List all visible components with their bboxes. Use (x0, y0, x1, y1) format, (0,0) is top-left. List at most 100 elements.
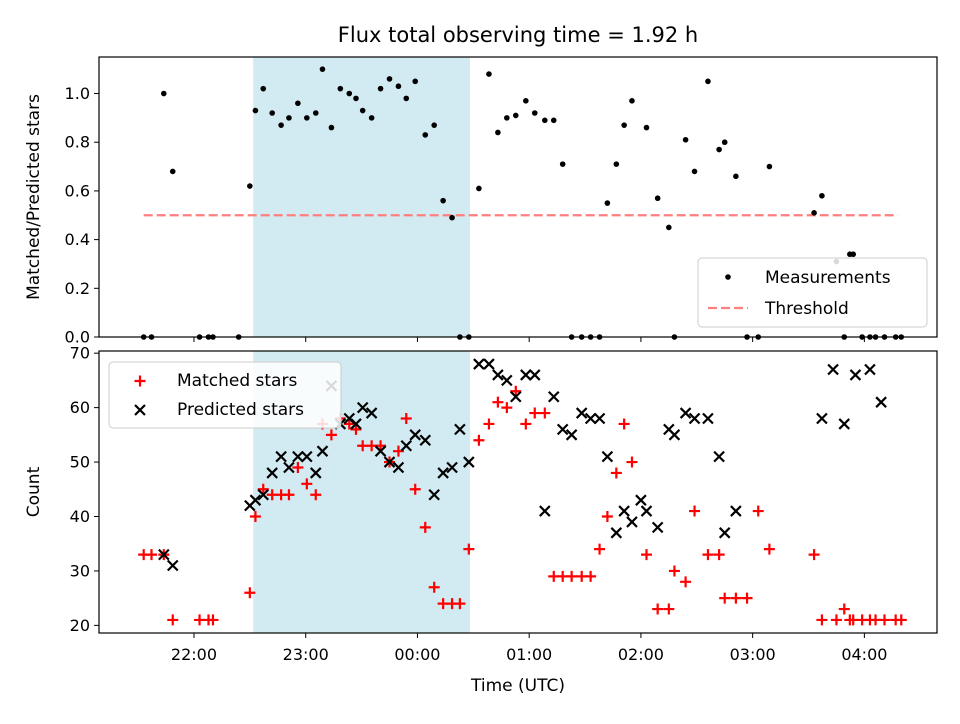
data-point (454, 598, 466, 610)
series-layer (138, 358, 907, 626)
data-point (849, 369, 862, 381)
x-tick-label: 03:00 (730, 645, 776, 664)
y-tick-label: 0.8 (65, 133, 90, 152)
y-tick-label: 1.0 (65, 84, 90, 103)
data-point (718, 527, 731, 539)
data-point (689, 505, 701, 517)
data-point (550, 117, 557, 124)
data-point (383, 456, 396, 468)
data-point (375, 440, 387, 452)
legend-box (697, 257, 928, 328)
data-point (691, 168, 698, 175)
data-point (713, 549, 725, 561)
data-point (419, 521, 431, 533)
data-point (437, 467, 449, 479)
data-point (422, 132, 429, 138)
data-point (766, 163, 773, 170)
data-point (895, 614, 907, 626)
y-tick-label: 0.0 (65, 328, 90, 347)
data-point (719, 592, 731, 604)
data-point (668, 565, 680, 577)
y-axis-label: Count (24, 466, 44, 517)
data-point (283, 489, 295, 501)
data-point (547, 390, 560, 403)
count-panel: 20 30 40 50 60 70 22:00 23:00 00:00 01:00 02:00 03:… (24, 344, 938, 664)
data-point (368, 115, 375, 121)
data-point (266, 467, 278, 479)
data-point (146, 549, 158, 561)
data-point (374, 445, 387, 457)
legend-marker-measurements (725, 274, 731, 280)
data-point (454, 423, 466, 436)
data-point (161, 90, 167, 97)
data-point (565, 429, 578, 441)
data-point (247, 183, 253, 189)
data-point (428, 581, 440, 593)
y-tick-label: 20 (70, 616, 90, 635)
legend-box (108, 361, 342, 429)
data-point (463, 456, 475, 468)
data-point (446, 461, 458, 474)
data-point (539, 505, 551, 517)
legend-marker-matched (134, 375, 146, 387)
data-point (501, 402, 513, 414)
data-point (269, 110, 275, 116)
data-point (486, 71, 492, 77)
data-point (495, 129, 501, 136)
data-point (666, 224, 672, 231)
data-point (539, 407, 551, 419)
y-axis-label: Matched/Predicted stars (24, 94, 44, 300)
data-point (501, 374, 513, 387)
data-point (640, 549, 652, 561)
data-point (601, 510, 613, 522)
data-point (613, 161, 620, 167)
x-tick-label: 23:00 (283, 645, 329, 664)
data-point (702, 412, 714, 425)
data-point (629, 98, 635, 104)
data-point (409, 483, 421, 495)
legend-label: Measurements (765, 268, 891, 288)
observing-window-band (253, 57, 470, 337)
x-tick-label: 00:00 (394, 645, 440, 664)
data-point (618, 505, 630, 517)
data-point (520, 369, 532, 381)
data-point (309, 467, 322, 479)
data-point (752, 505, 764, 517)
legend-marker-predicted (134, 404, 146, 416)
axes-frame (98, 350, 938, 634)
data-point (312, 110, 319, 116)
data-point (377, 85, 384, 92)
data-point (257, 483, 269, 495)
data-point (875, 396, 887, 408)
legend: Measurements Threshold (697, 257, 928, 328)
data-point (626, 456, 638, 468)
data-point (512, 112, 519, 119)
data-point (816, 614, 828, 626)
legend: Matched stars Predicted stars (108, 361, 342, 429)
data-point (585, 570, 597, 582)
data-point (449, 214, 455, 221)
data-point (850, 251, 856, 258)
data-point (169, 168, 176, 175)
data-point (593, 412, 606, 425)
data-point (575, 407, 588, 419)
data-point (705, 78, 711, 85)
legend-label: Predicted stars (177, 400, 304, 420)
data-point (763, 543, 775, 555)
data-point (328, 124, 335, 131)
data-point (654, 195, 661, 202)
data-point (730, 505, 742, 517)
data-point (343, 418, 355, 430)
data-point (350, 423, 362, 435)
data-point (386, 76, 393, 82)
data-point (542, 117, 548, 124)
data-point (819, 192, 825, 199)
data-point (428, 488, 440, 501)
data-point (864, 363, 876, 376)
y-tick-label: 70 (70, 344, 90, 363)
data-point (635, 494, 647, 506)
data-point (286, 115, 292, 121)
data-point (594, 543, 606, 555)
data-point (207, 614, 219, 626)
legend-label: Threshold (764, 299, 849, 319)
